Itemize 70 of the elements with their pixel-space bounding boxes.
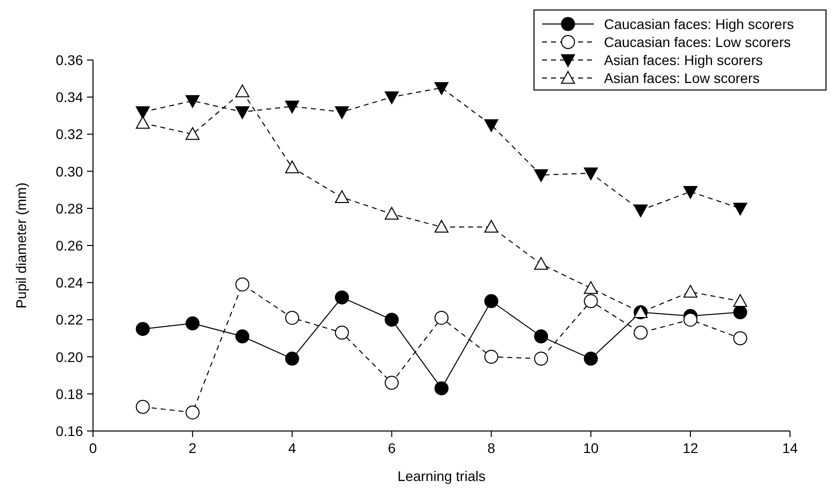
x-tick-label: 2 (188, 440, 197, 456)
point (484, 220, 498, 233)
x-tick-label: 0 (89, 440, 98, 456)
point (136, 322, 150, 336)
point (285, 310, 300, 325)
y-tick-label: 0.28 (56, 200, 84, 216)
point (136, 400, 150, 414)
point (534, 329, 548, 344)
point (534, 352, 548, 366)
point (334, 290, 349, 304)
point (434, 82, 448, 95)
y-axis-title: Pupil diameter (mm) (13, 182, 29, 309)
y-tick-label: 0.20 (56, 348, 84, 365)
point (733, 294, 748, 307)
point (285, 160, 300, 174)
point (186, 95, 200, 108)
point (534, 257, 548, 270)
y-tick-label: 0.24 (56, 274, 84, 291)
x-tick-label: 14 (782, 440, 798, 456)
point (484, 294, 498, 308)
point (384, 206, 399, 220)
point (434, 220, 448, 233)
point (683, 284, 698, 298)
point (384, 376, 399, 390)
x-tick-label: 8 (487, 440, 496, 456)
y-tick-label: 0.18 (56, 386, 84, 402)
point (235, 84, 250, 98)
point (584, 167, 598, 180)
x-tick-label: 12 (682, 440, 698, 456)
legend-label: Asian faces: Low scorers (604, 70, 760, 86)
point (534, 169, 548, 182)
y-tick-label: 0.34 (56, 89, 84, 106)
point (186, 405, 200, 420)
point (484, 119, 498, 132)
legend-label: Caucasian faces: Low scorers (604, 34, 791, 50)
point (683, 312, 698, 327)
point (634, 326, 648, 340)
point (683, 186, 698, 199)
point (136, 116, 150, 129)
point (285, 352, 300, 366)
point (186, 316, 200, 330)
point (384, 312, 399, 327)
y-tick-label: 0.22 (56, 312, 84, 328)
point (584, 294, 598, 308)
point (334, 190, 349, 203)
point (584, 352, 598, 366)
y-tick-label: 0.36 (56, 52, 84, 68)
point (384, 91, 399, 104)
legend-label: Asian faces: High scorers (604, 52, 763, 68)
point (186, 127, 200, 140)
legend-label: Caucasian faces: High scorers (604, 16, 794, 32)
y-tick-label: 0.30 (56, 163, 84, 180)
point (634, 204, 648, 218)
point (434, 381, 448, 396)
point (584, 281, 598, 294)
x-tick-label: 6 (388, 440, 396, 456)
point (733, 305, 748, 320)
point (285, 100, 300, 114)
x-axis-title: Learning trials (398, 468, 486, 484)
y-tick-label: 0.32 (56, 126, 84, 142)
point (334, 106, 349, 119)
y-tick-label: 0.26 (56, 238, 84, 254)
x-tick-label: 4 (288, 440, 296, 456)
y-tick-label: 0.16 (56, 423, 84, 439)
point (733, 202, 748, 216)
point (136, 106, 150, 119)
point (235, 106, 250, 119)
point (235, 329, 250, 344)
point (235, 277, 250, 292)
x-tick-label: 10 (583, 440, 599, 456)
